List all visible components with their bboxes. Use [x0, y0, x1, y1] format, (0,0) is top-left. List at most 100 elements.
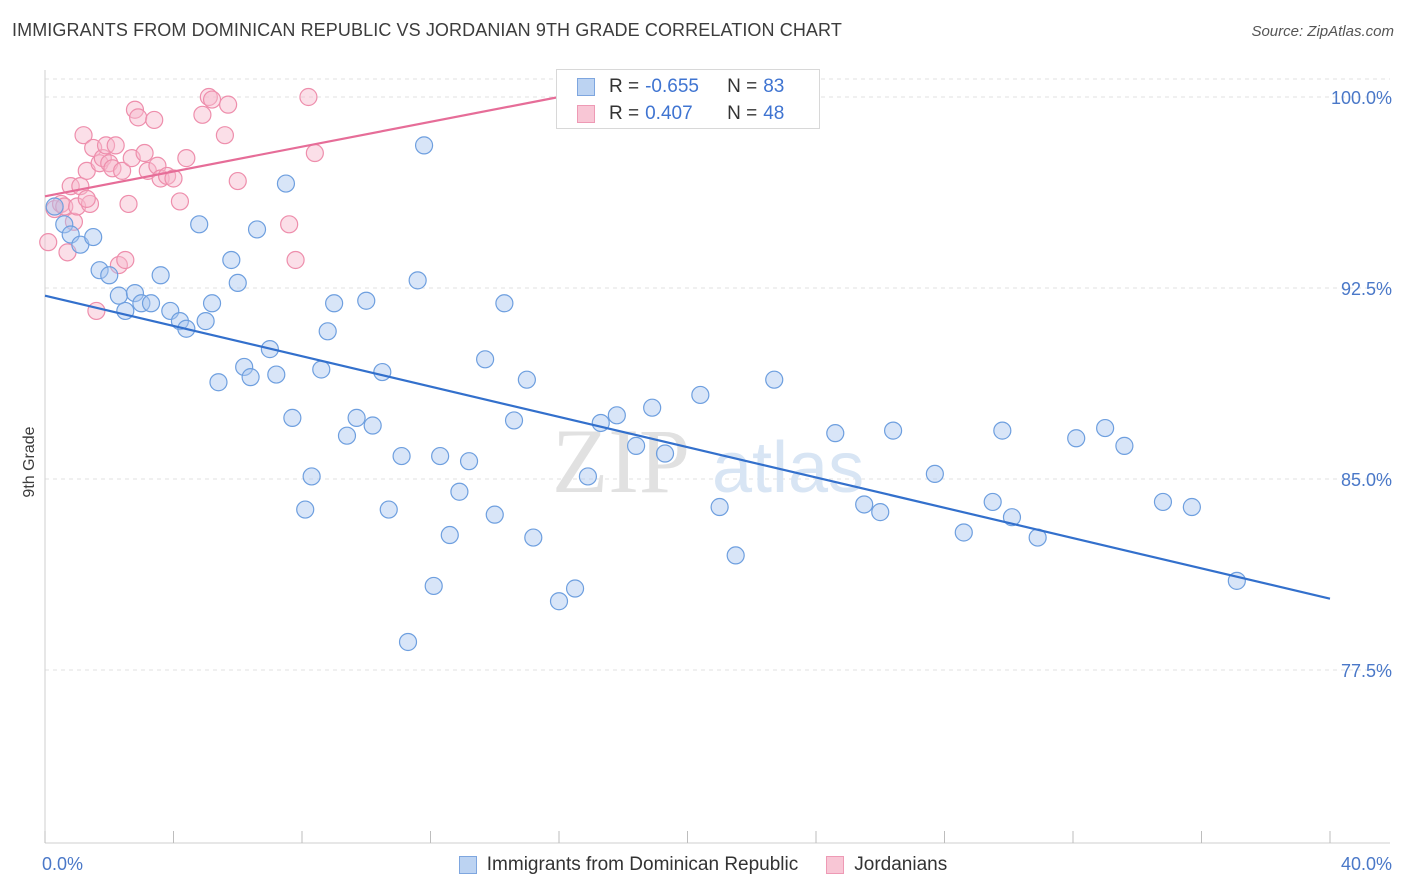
- data-point-jordanians: [215, 126, 234, 145]
- legend-item-jordanians[interactable]: Jordanians: [826, 854, 947, 876]
- data-point-jordanians: [202, 90, 222, 109]
- legend-n-label: N =: [727, 103, 758, 124]
- data-point-dominican: [125, 283, 145, 303]
- data-point-jordanians: [119, 194, 138, 214]
- y-tick-label: 100.0%: [1331, 88, 1392, 108]
- data-point-dominican: [392, 446, 411, 466]
- data-point-dominican: [1182, 497, 1201, 517]
- data-point-jordanians: [77, 189, 96, 208]
- data-point-dominican: [312, 360, 331, 379]
- data-point-dominican: [883, 421, 903, 440]
- data-point-dominican: [726, 546, 745, 565]
- data-point-dominican: [235, 357, 254, 377]
- y-tick-label: 85.0%: [1341, 470, 1392, 490]
- data-point-dominican: [855, 495, 874, 514]
- series-jordanians: [39, 87, 652, 321]
- data-point-dominican: [485, 505, 504, 524]
- watermark-atlas: atlas: [712, 428, 864, 508]
- data-point-jordanians: [87, 301, 106, 321]
- legend-item-label: Immigrants from Dominican Republic: [486, 854, 799, 875]
- data-point-jordanians: [280, 215, 299, 234]
- data-point-dominican: [100, 266, 119, 285]
- data-point-dominican: [925, 464, 944, 484]
- legend-n-label: N =: [727, 76, 758, 97]
- data-point-dominican: [283, 408, 302, 427]
- legend-item-dominican[interactable]: Immigrants from Dominican Republic: [458, 854, 799, 876]
- legend-swatch-blue: [577, 78, 595, 96]
- data-point-dominican: [190, 215, 209, 234]
- data-point-jordanians: [305, 143, 324, 163]
- data-point-dominican: [209, 373, 228, 392]
- data-point-dominican: [373, 362, 392, 382]
- data-point-jordanians: [228, 171, 247, 191]
- data-point-dominican: [357, 291, 376, 310]
- data-point-dominican: [247, 220, 267, 239]
- data-point-dominican: [325, 294, 344, 313]
- source-label: Source: ZipAtlas.com: [1251, 23, 1394, 40]
- data-point-jordanians: [199, 87, 218, 107]
- data-point-dominican: [363, 416, 382, 435]
- trend-line-dominican: [44, 294, 1331, 600]
- data-point-jordanians: [170, 192, 190, 211]
- data-point-dominican: [643, 398, 662, 417]
- legend-n-value: 83: [763, 76, 785, 97]
- data-point-dominican: [607, 406, 626, 425]
- legend-swatch-pink: [826, 856, 845, 874]
- data-point-jordanians: [112, 161, 132, 180]
- data-point-dominican: [398, 632, 418, 652]
- watermark-zip: ZIP: [552, 410, 690, 512]
- data-point-dominican: [565, 579, 585, 598]
- y-axis-label: 9th Grade: [21, 426, 38, 497]
- data-point-dominican: [431, 446, 450, 466]
- trend-lines: [44, 95, 1331, 600]
- y-tick-label: 92.5%: [1341, 279, 1392, 299]
- data-point-dominican: [765, 370, 784, 389]
- data-point-dominican: [655, 444, 675, 463]
- data-point-jordanians: [80, 194, 100, 214]
- tick-labels: 77.5% 85.0% 92.5% 100.0% 0.0% 40.0%: [42, 88, 1392, 874]
- data-point-dominican: [141, 294, 161, 313]
- data-point-dominican: [983, 492, 1002, 512]
- data-point-dominican: [1153, 492, 1173, 512]
- data-point-jordanians: [74, 126, 93, 145]
- data-point-dominican: [524, 528, 543, 547]
- y-tick-label: 77.5%: [1341, 661, 1392, 681]
- data-point-dominican: [691, 385, 710, 405]
- data-point-dominican: [578, 467, 598, 486]
- data-point-dominican: [504, 411, 524, 430]
- data-point-dominican: [276, 174, 296, 193]
- data-point-jordanians: [219, 95, 238, 114]
- data-point-dominican: [296, 500, 315, 519]
- legend-row-jordanians: R = 0.407 N = 48: [577, 101, 784, 127]
- data-point-dominican: [414, 136, 434, 155]
- data-point-jordanians: [116, 250, 135, 270]
- data-point-jordanians: [135, 143, 154, 163]
- data-point-dominican: [228, 273, 247, 293]
- data-point-dominican: [241, 368, 260, 387]
- data-point-dominican: [495, 294, 514, 313]
- data-point-dominican: [222, 250, 241, 270]
- data-point-dominican: [1096, 418, 1115, 438]
- series-legend: Immigrants from Dominican Republic Jorda…: [0, 852, 1406, 878]
- data-point-dominican: [202, 294, 222, 313]
- data-point-dominican: [476, 350, 495, 369]
- data-point-jordanians: [96, 136, 116, 155]
- data-point-dominican: [450, 482, 469, 501]
- legend-swatch-pink: [577, 105, 595, 123]
- data-point-dominican: [408, 271, 427, 290]
- data-point-jordanians: [129, 108, 148, 127]
- data-point-jordanians: [164, 169, 183, 188]
- data-point-dominican: [347, 408, 366, 427]
- data-point-dominican: [549, 592, 569, 611]
- data-point-dominican: [267, 365, 286, 384]
- legend-n-value: 48: [763, 103, 785, 124]
- x-tick-label: 40.0%: [1341, 854, 1392, 874]
- data-point-jordanians: [299, 87, 318, 107]
- data-point-dominican: [151, 266, 170, 285]
- data-point-dominican: [954, 523, 973, 542]
- trend-line-jordanians: [44, 95, 560, 198]
- data-point-dominican: [302, 467, 321, 486]
- data-point-dominican: [84, 227, 103, 247]
- legend-r-value: 0.407: [645, 103, 693, 124]
